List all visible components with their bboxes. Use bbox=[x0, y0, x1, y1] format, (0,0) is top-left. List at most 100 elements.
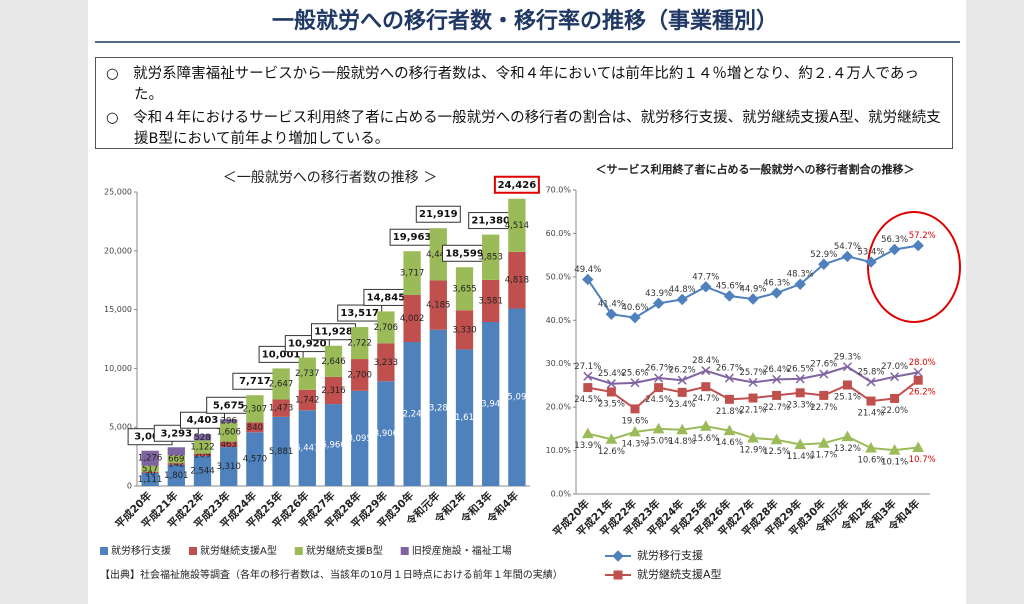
value-label: 12,244 bbox=[397, 410, 427, 420]
value-label: 13,288 bbox=[423, 403, 453, 413]
total-label: 11,928 bbox=[314, 327, 353, 338]
value-label: 57.2% bbox=[909, 231, 936, 241]
bar-segment bbox=[351, 359, 369, 391]
marker bbox=[613, 570, 623, 580]
bar-segment bbox=[403, 342, 421, 486]
value-label: 44.9% bbox=[739, 285, 766, 295]
marker bbox=[605, 308, 618, 320]
bar-segment bbox=[246, 395, 264, 423]
value-label: 13.2% bbox=[834, 444, 861, 454]
marker bbox=[913, 375, 923, 385]
marker bbox=[770, 287, 783, 299]
marker bbox=[770, 433, 783, 445]
value-label: 13.9% bbox=[574, 441, 601, 451]
marker bbox=[865, 441, 877, 453]
value-label: 23.3% bbox=[787, 400, 814, 410]
value-label: 48.3% bbox=[787, 270, 814, 280]
total-label: 18,599 bbox=[445, 248, 484, 259]
value-label: 52.9% bbox=[810, 250, 837, 260]
value-label: 3,233 bbox=[374, 358, 398, 368]
bullet: ○ 就労系障害福祉サービスから一般就労への移行者数は、令和４年においては前年比約… bbox=[106, 66, 919, 103]
value-label: 12.6% bbox=[598, 447, 625, 457]
marker bbox=[748, 393, 758, 403]
value-label: 1,742 bbox=[295, 396, 319, 406]
marker bbox=[652, 297, 665, 310]
total-label: 21,919 bbox=[419, 209, 458, 220]
value-label: 2,647 bbox=[269, 379, 293, 389]
total-label: 4,403 bbox=[187, 415, 219, 426]
value-label: 22.7% bbox=[763, 403, 790, 413]
value-label: 54.7% bbox=[834, 242, 861, 252]
total-label: 21,380 bbox=[471, 216, 510, 227]
value-label: 25.7% bbox=[739, 368, 766, 378]
bar-segment bbox=[298, 357, 316, 390]
marker bbox=[723, 290, 736, 302]
marker bbox=[629, 311, 641, 324]
value-label: 14.6% bbox=[716, 438, 743, 448]
value-label: 15.6% bbox=[692, 434, 719, 444]
bar-segment bbox=[246, 422, 264, 433]
value-label: 4,514 bbox=[505, 221, 529, 231]
value-label: 1,801 bbox=[164, 471, 188, 481]
value-label: 27.1% bbox=[574, 362, 601, 372]
marker bbox=[699, 420, 712, 431]
marker bbox=[772, 374, 782, 384]
marker bbox=[701, 382, 711, 392]
value-label: 1,606 bbox=[217, 428, 241, 438]
marker bbox=[606, 387, 616, 397]
total-label: 14,845 bbox=[367, 292, 406, 303]
marker bbox=[582, 273, 594, 286]
value-label: 27.0% bbox=[881, 362, 908, 372]
total-box bbox=[153, 424, 199, 442]
value-label: 4,818 bbox=[505, 276, 529, 286]
bar-segment bbox=[141, 450, 159, 466]
y-tick-label: 0 bbox=[127, 482, 132, 491]
bar-segment bbox=[141, 465, 159, 472]
marker bbox=[841, 430, 854, 442]
value-label: 3,853 bbox=[479, 253, 503, 263]
marker bbox=[630, 404, 640, 414]
marker bbox=[912, 239, 924, 252]
bullet: ○ 令和４年におけるサービス利用終了者に占める一般就労への移行者の割合は、就労移… bbox=[106, 110, 941, 147]
bar-segment bbox=[429, 329, 447, 486]
y-tick-label: 0.0% bbox=[551, 490, 572, 499]
value-label: 517 bbox=[142, 464, 158, 474]
marker bbox=[890, 393, 900, 403]
value-label: 3,581 bbox=[479, 296, 503, 306]
marker bbox=[581, 427, 594, 439]
y-tick-label: 10.0% bbox=[546, 446, 572, 455]
marker bbox=[794, 438, 807, 449]
legend-label: 就労継続支援A型 bbox=[200, 544, 277, 557]
bar-segment bbox=[141, 472, 159, 486]
y-tick-label: 20,000 bbox=[104, 246, 132, 255]
bar-segment bbox=[508, 251, 526, 309]
legend-swatch bbox=[400, 547, 409, 555]
legend-label: 就労移行支援 bbox=[111, 544, 171, 557]
value-label: 25.8% bbox=[857, 367, 884, 377]
value-label: 5,881 bbox=[269, 447, 293, 457]
bar-segment bbox=[351, 390, 369, 486]
value-label: 2,646 bbox=[321, 357, 345, 367]
marker bbox=[842, 362, 852, 372]
bar-segment bbox=[220, 441, 238, 448]
page-title: 一般就労への移行者数・移行率の推移（事業種別） bbox=[272, 8, 778, 34]
value-label: 10.7% bbox=[909, 455, 936, 465]
marker bbox=[817, 437, 830, 448]
total-box bbox=[493, 175, 540, 194]
marker bbox=[818, 258, 830, 270]
value-label: 4,002 bbox=[400, 314, 424, 324]
bar-segment bbox=[377, 311, 395, 344]
bar-segment bbox=[220, 419, 238, 423]
bar-segment bbox=[167, 447, 185, 456]
marker bbox=[700, 281, 712, 293]
legend-label: 就労継続支援A型 bbox=[637, 567, 722, 581]
marker bbox=[724, 373, 734, 383]
value-label: 22.0% bbox=[881, 406, 908, 416]
marker bbox=[654, 373, 664, 383]
source: 【出典】社会福祉施設等調査（各年の移行者数は、当該年の10月１日時点における前年… bbox=[100, 568, 563, 581]
value-label: 2,700 bbox=[348, 370, 372, 380]
value-label: 2,316 bbox=[321, 386, 345, 396]
value-label: 1,111 bbox=[138, 475, 162, 485]
value-label: 29.3% bbox=[834, 352, 861, 362]
marker bbox=[795, 388, 805, 398]
